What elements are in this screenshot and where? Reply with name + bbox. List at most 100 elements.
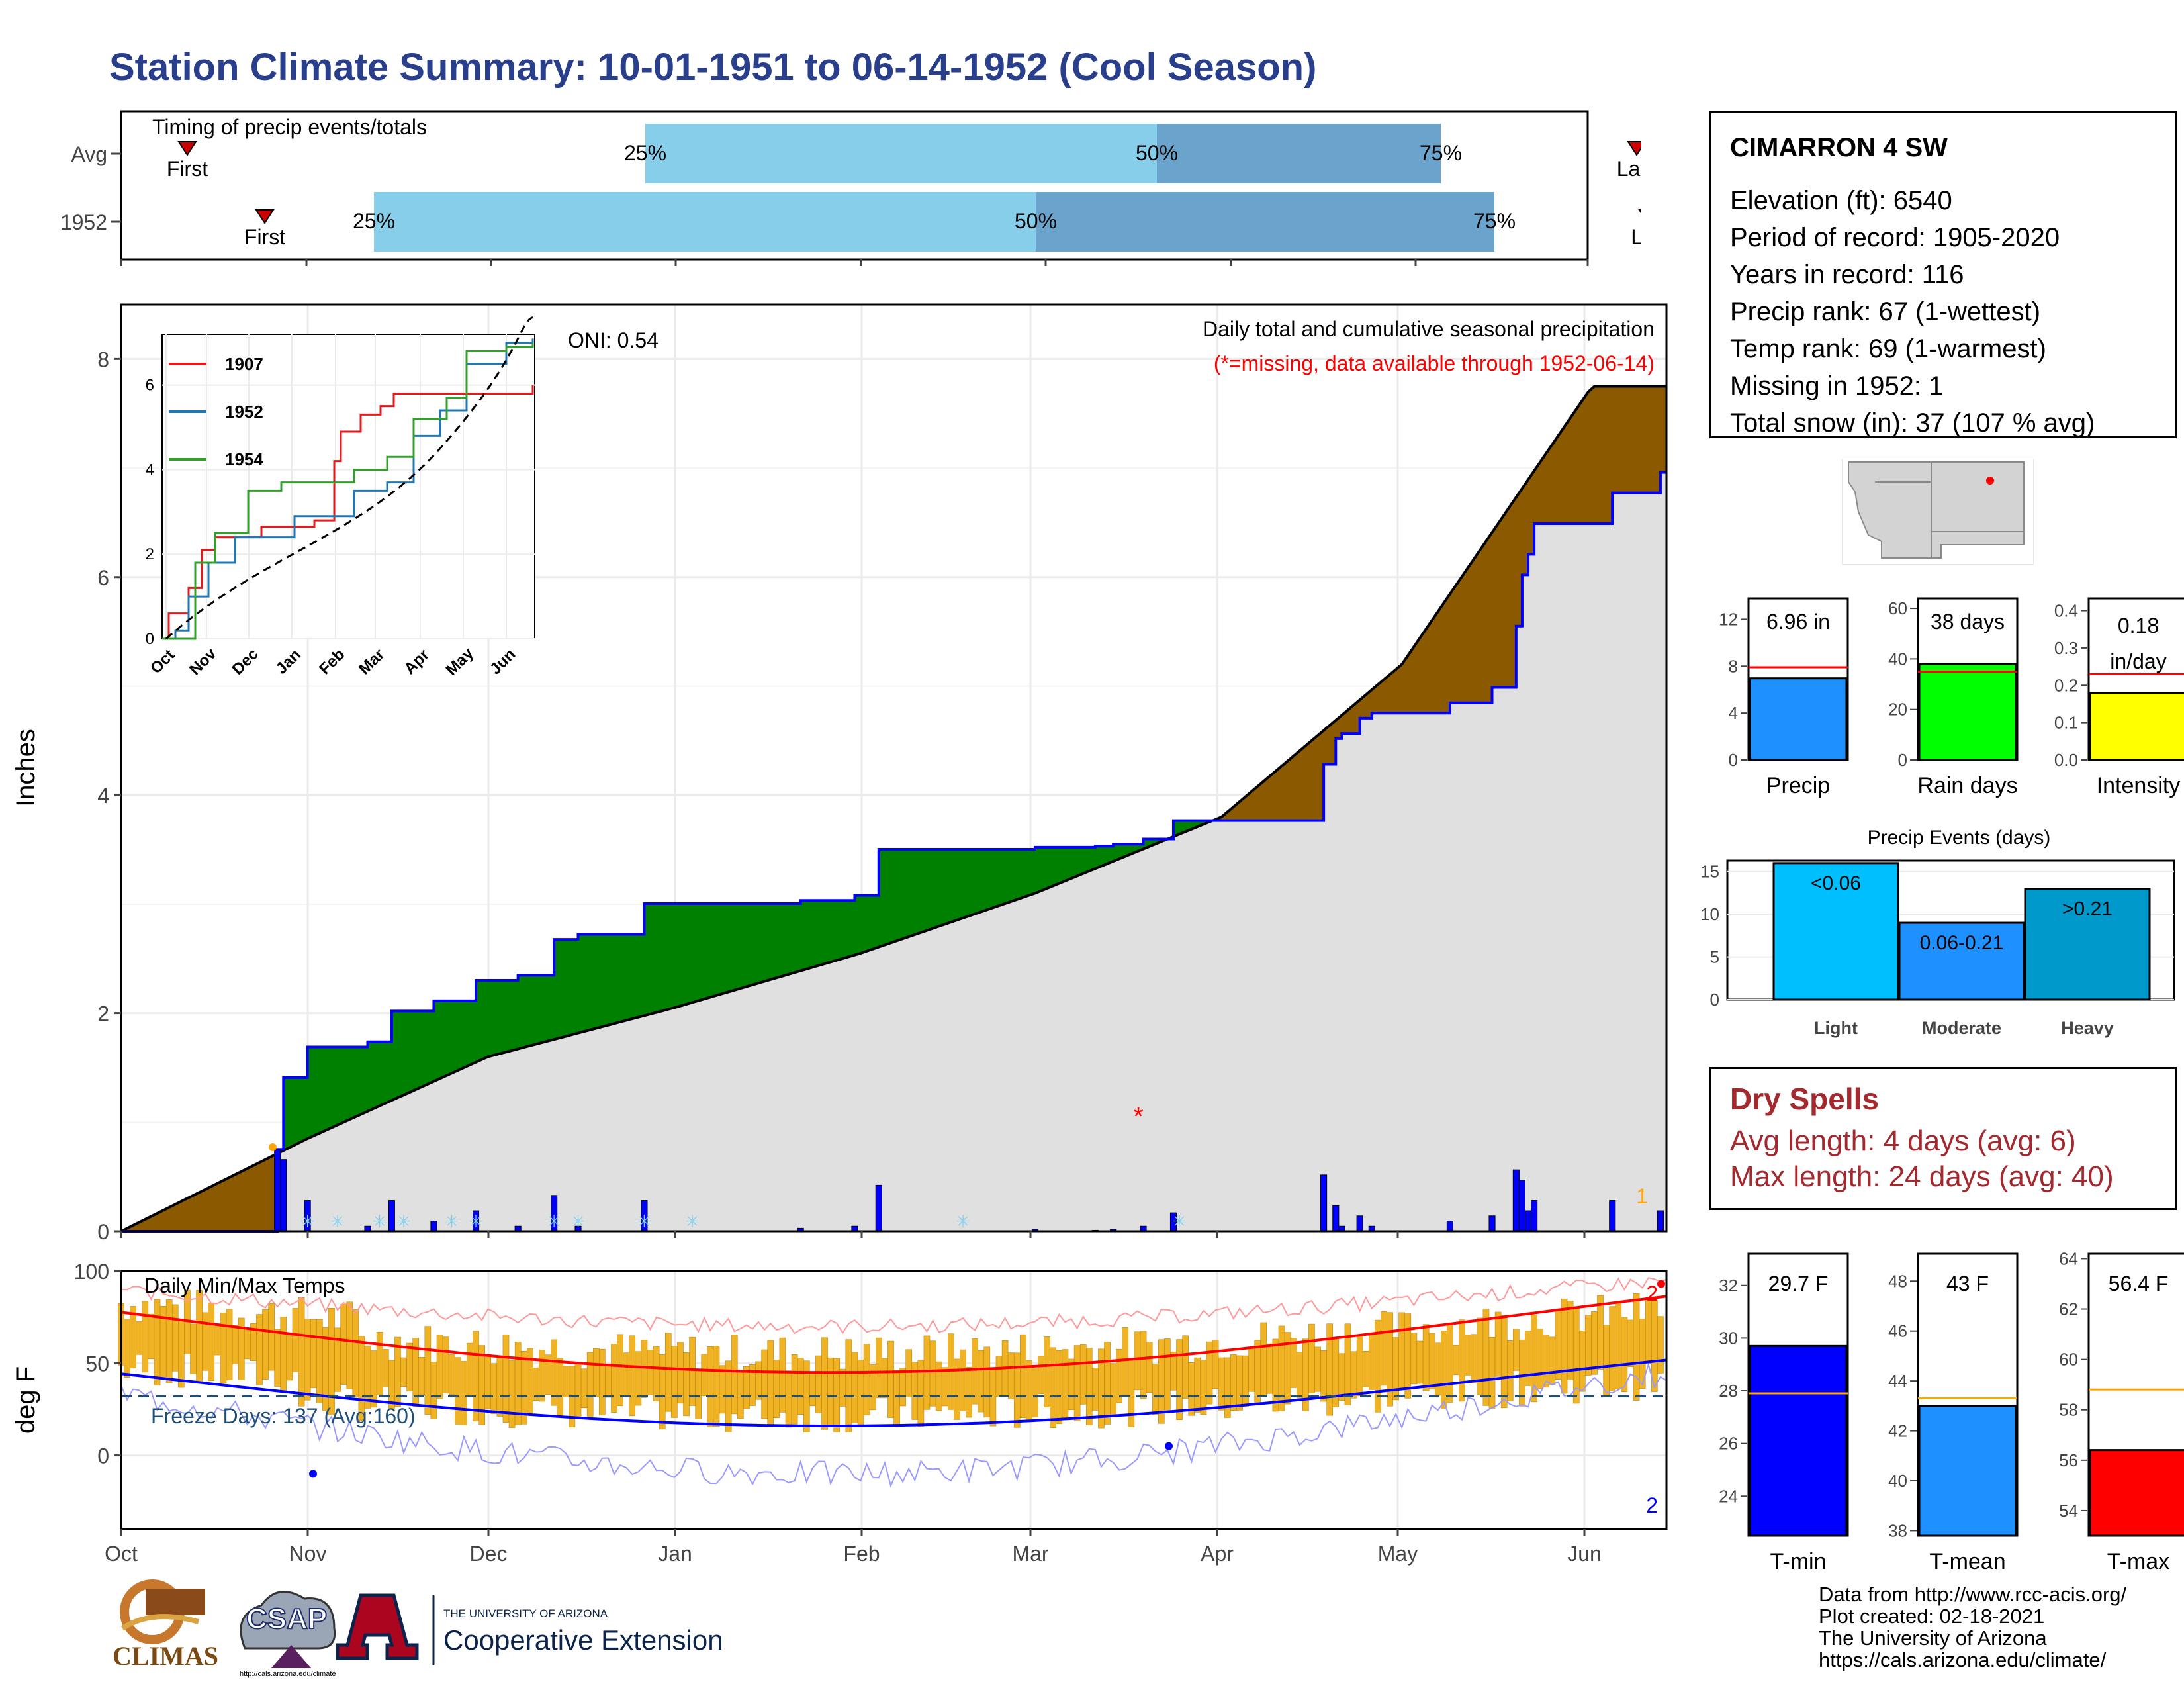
daily-temp-bar xyxy=(719,1365,726,1414)
daily-precip-bar xyxy=(1356,1215,1363,1232)
daily-temp-bar xyxy=(1230,1354,1237,1411)
daily-temp-bar xyxy=(220,1312,227,1383)
climas-logo: CLIMAS xyxy=(113,1579,218,1671)
temp-bar-label: T-mean xyxy=(1929,1549,2005,1574)
daily-temp-bar xyxy=(1416,1340,1424,1384)
daily-temp-bar xyxy=(1242,1355,1249,1407)
month-label: May xyxy=(1378,1542,1418,1566)
inset-x-label: May xyxy=(443,644,478,679)
daily-temp-bar xyxy=(1362,1351,1369,1387)
first-marker xyxy=(255,209,275,224)
events-bar-label: <0.06 xyxy=(1811,872,1861,894)
daily-temp-bar xyxy=(605,1366,612,1398)
snow-marker: ✳ xyxy=(469,1211,483,1231)
inset-frame xyxy=(161,334,535,639)
data-credits: Data from http://www.rcc-acis.org/ Plot … xyxy=(1819,1583,2127,1671)
location-map xyxy=(1842,459,2034,565)
daily-temp-bar xyxy=(1079,1344,1087,1405)
temp-bar-tick-label: 26 xyxy=(1719,1434,1738,1454)
daily-temp-bar xyxy=(448,1354,455,1395)
dry-spells-box: Dry Spells Avg length: 4 days (avg: 6) M… xyxy=(1709,1067,2177,1210)
snow-marker: ✳ xyxy=(445,1211,459,1231)
mini-bar-value xyxy=(1749,677,1848,761)
snow-marker: ✳ xyxy=(956,1211,970,1231)
temp-corner-top: 2 xyxy=(1646,1282,1658,1305)
missing-marker: * xyxy=(1133,1102,1144,1131)
observed-cumulative-line xyxy=(121,471,1666,1233)
last-label: Las xyxy=(1631,225,1641,249)
temp-bar-tick-label: 46 xyxy=(1888,1321,1907,1341)
daily-temp-bar xyxy=(418,1357,426,1395)
mini-bar-tick-label: 8 xyxy=(1729,656,1738,676)
timing-label: Timing of precip events/totals xyxy=(152,115,427,139)
daily-temp-bar xyxy=(1032,1368,1038,1418)
record-low-dot xyxy=(309,1470,317,1478)
daily-precip-bar xyxy=(875,1184,882,1232)
daily-temp-bar xyxy=(268,1303,275,1371)
station-precip-rank: Precip rank: 67 (1-wettest) xyxy=(1730,297,2041,326)
temp-bar-tick-label: 48 xyxy=(1888,1271,1907,1291)
daily-temp-bar xyxy=(659,1354,666,1430)
temp-bar-tick-label: 58 xyxy=(2059,1400,2078,1420)
daily-temp-bar xyxy=(1104,1342,1111,1425)
temp-y-label: 50 xyxy=(85,1352,109,1376)
events-tick-label: 5 xyxy=(1710,947,1719,967)
daily-temp-bar xyxy=(1549,1336,1556,1385)
temp-y-label: 100 xyxy=(74,1260,109,1284)
inset-x-label: Jan xyxy=(273,646,304,678)
events-bar xyxy=(2024,888,2151,1001)
snow-marker: ✳ xyxy=(571,1211,586,1231)
daily-temp-bar xyxy=(1597,1295,1604,1370)
daily-temp-bar xyxy=(1085,1348,1093,1425)
inset-y-label: 6 xyxy=(146,377,154,395)
daily-precip-bar xyxy=(1488,1215,1496,1232)
mini-bar-value-text: 38 days xyxy=(1931,610,2005,633)
mini-bar-tick-label: 0 xyxy=(1729,750,1738,770)
inset-x-label: Dec xyxy=(229,645,262,679)
daily-temp-bar xyxy=(340,1304,347,1385)
station-temp-rank: Temp rank: 69 (1-warmest) xyxy=(1730,334,2046,363)
daily-temp-bar xyxy=(1555,1309,1562,1380)
daily-temp-bar xyxy=(743,1366,750,1409)
inset-legend-label: 1954 xyxy=(225,449,263,469)
daily-temp-bar xyxy=(473,1331,479,1421)
last-marker xyxy=(1627,141,1641,156)
daily-temp-bar xyxy=(1381,1311,1387,1386)
daily-temp-bar xyxy=(262,1309,269,1380)
temp-summary-bars: 24 26 28 30 32 29.7 F T-min 38 40 42 44 46 48 43 F T-m… xyxy=(1719,1248,2184,1574)
month-label: Jan xyxy=(658,1542,692,1566)
page-title: Station Climate Summary: 10-01-1951 to 0… xyxy=(109,46,1317,89)
mini-bar-label: Intensity xyxy=(2097,773,2181,798)
daily-temp-bar xyxy=(352,1309,359,1398)
timing-panel: Timing of precip events/totals Avg 25% 50% 7… xyxy=(60,110,1641,266)
mini-bar-label: Precip xyxy=(1766,773,1830,798)
daily-temp-bar xyxy=(960,1349,966,1411)
daily-temp-bar xyxy=(316,1319,323,1403)
daily-temp-bar xyxy=(1026,1360,1032,1422)
station-location-dot xyxy=(1986,477,1994,485)
ua-line1: THE UNIVERSITY OF ARIZONA xyxy=(443,1607,608,1620)
daily-temp-bar xyxy=(1398,1312,1406,1389)
daily-temp-bar xyxy=(1537,1329,1543,1389)
daily-temp-bar xyxy=(1212,1340,1219,1389)
daily-temp-bar xyxy=(629,1335,636,1417)
y-tick-label: 2 xyxy=(97,1002,109,1026)
events-tick-label: 15 xyxy=(1700,862,1719,882)
daily-temp-bar xyxy=(1585,1315,1592,1376)
daily-temp-bar xyxy=(653,1346,660,1401)
daily-temp-bar xyxy=(190,1323,197,1374)
last-label: Last xyxy=(1617,157,1641,181)
first-label: First xyxy=(167,157,208,181)
daily-precip-bar xyxy=(1524,1210,1532,1232)
daily-precip-bar xyxy=(1609,1200,1616,1232)
mini-bar-value-text: 0.18 xyxy=(2118,614,2159,637)
daily-temp-bar xyxy=(563,1366,570,1397)
daily-temp-bar xyxy=(334,1327,341,1392)
daily-temp-bar xyxy=(382,1349,389,1387)
daily-temp-bar xyxy=(574,1362,582,1419)
mini-bar-tick-label: 0.1 xyxy=(2054,713,2078,733)
temp-bar-tick-label: 24 xyxy=(1719,1486,1738,1506)
daily-temp-bar xyxy=(1182,1335,1189,1399)
daily-temp-bar xyxy=(972,1338,978,1405)
dry-spells-max: Max length: 24 days (avg: 40) xyxy=(1730,1160,2114,1193)
